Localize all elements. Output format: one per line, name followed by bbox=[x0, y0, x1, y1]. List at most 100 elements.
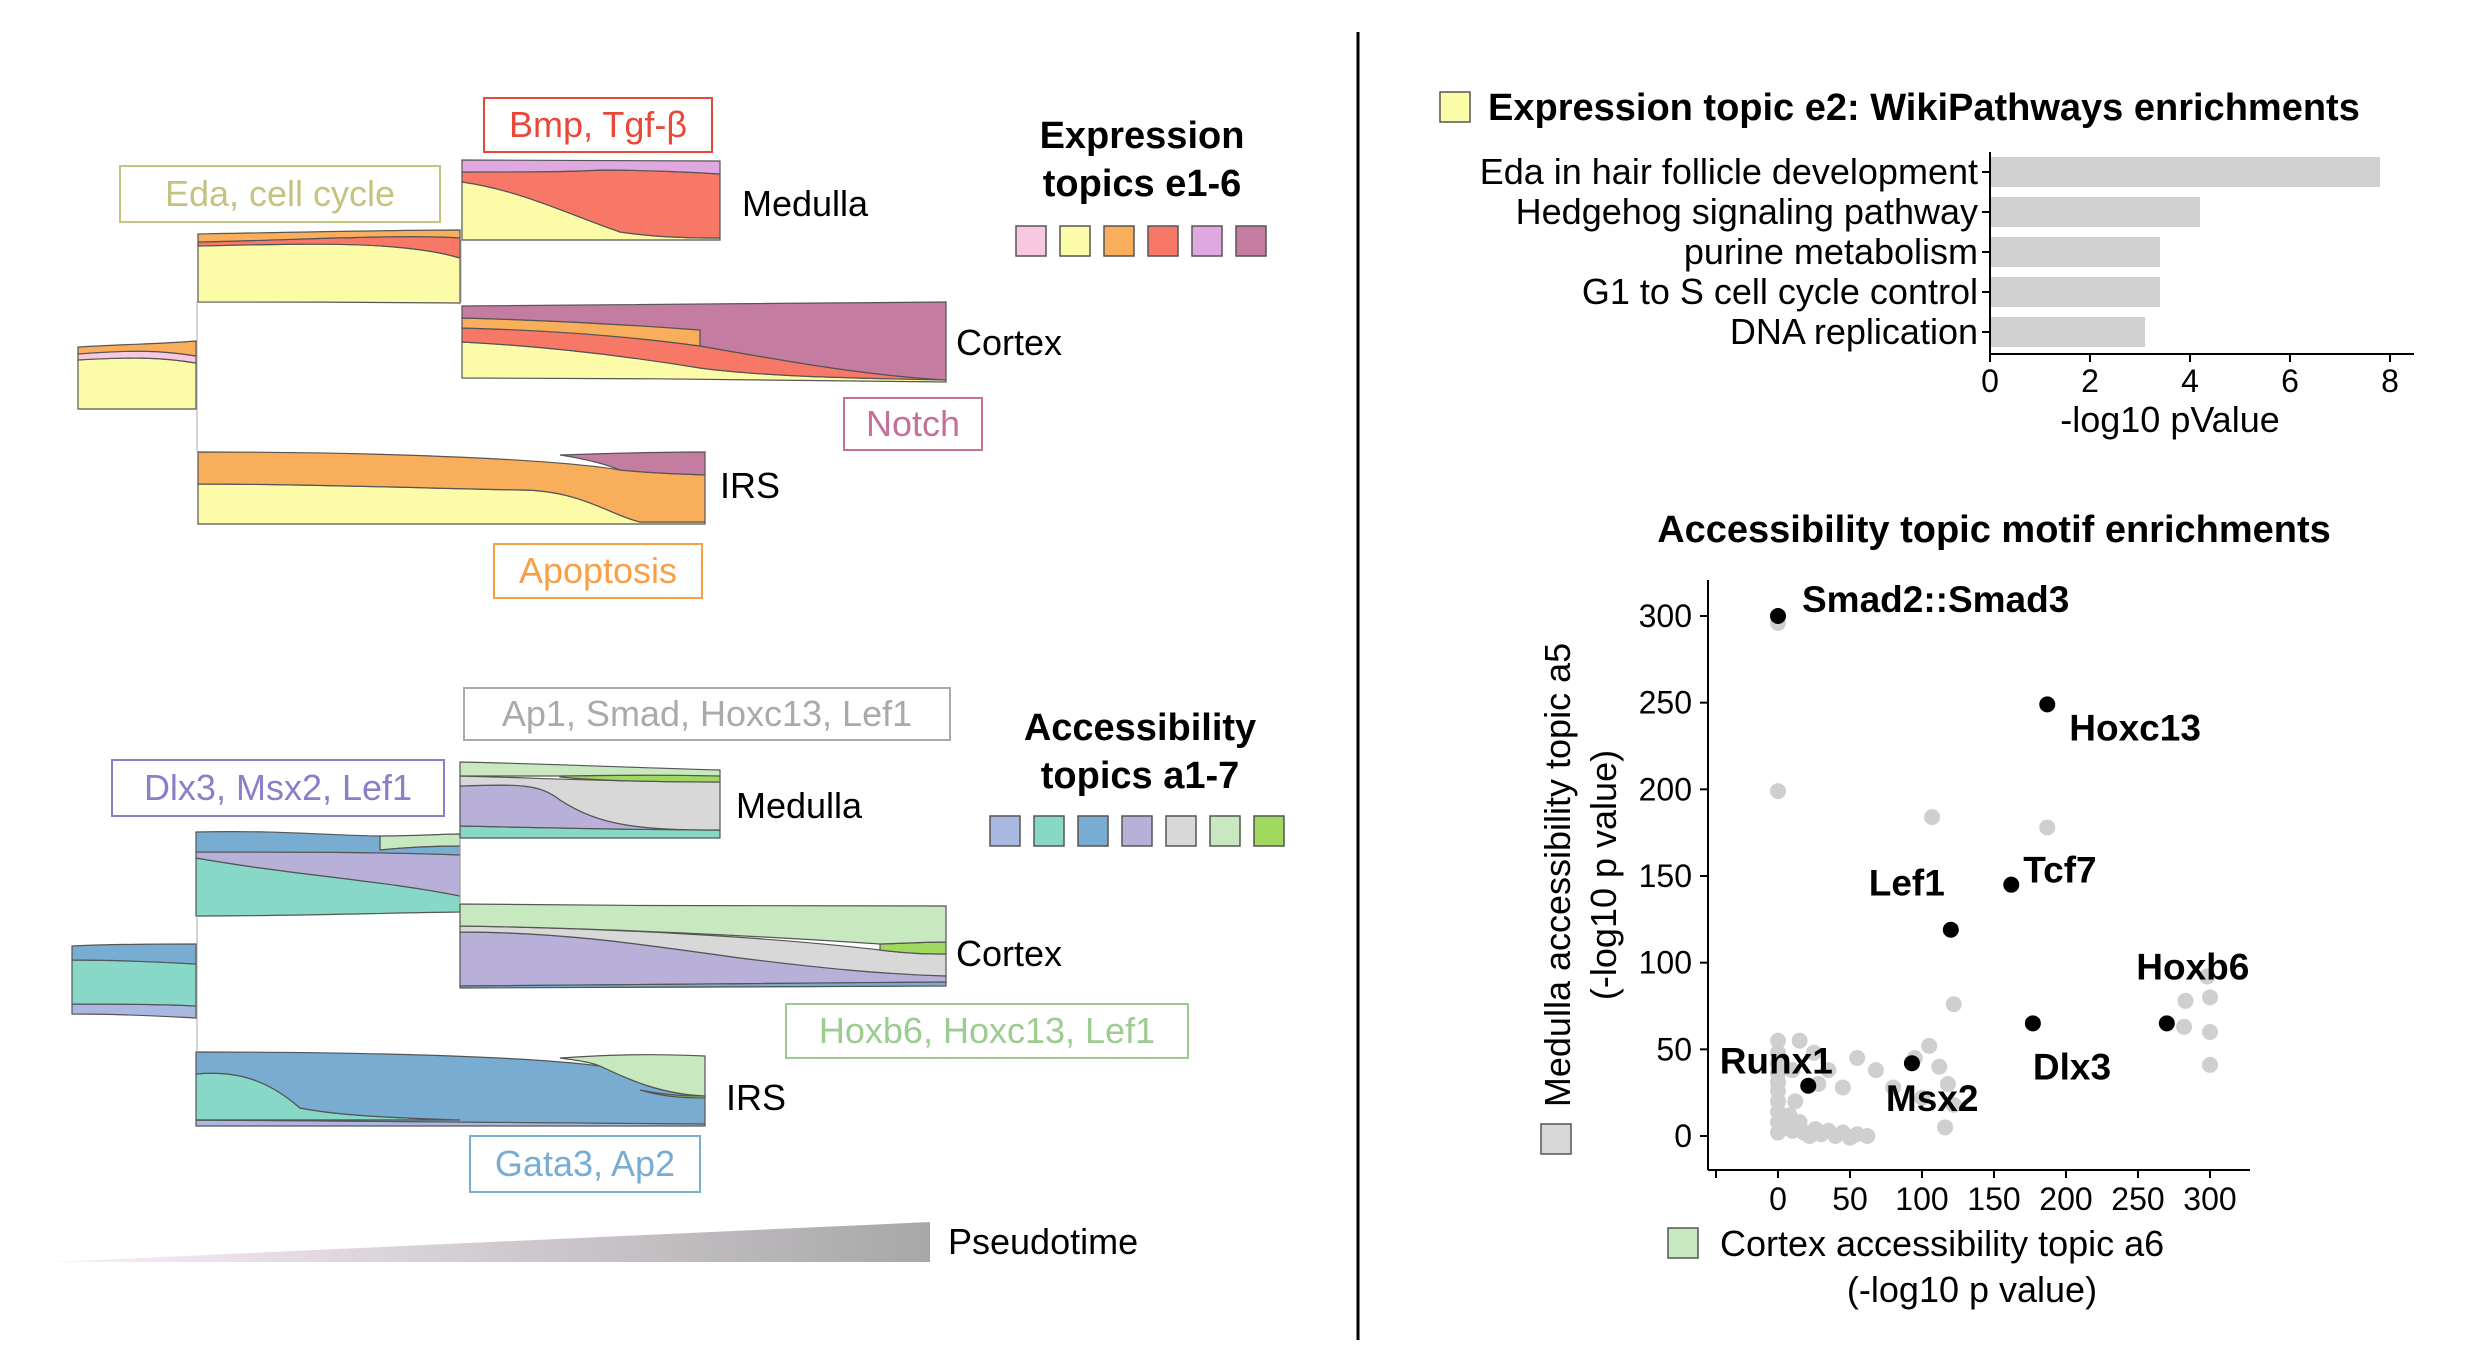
scatter-xtick-label: 300 bbox=[2183, 1181, 2236, 1217]
scatter-point bbox=[1867, 1062, 1884, 1079]
expr-swatches bbox=[1015, 225, 1267, 257]
scatter-nonsig-points bbox=[1770, 614, 2218, 1146]
bar-xtick-label: 2 bbox=[2081, 363, 2099, 399]
acc-root-stream bbox=[71, 943, 197, 1019]
scatter-point bbox=[1924, 809, 1941, 826]
bar-category-label: DNA replication bbox=[1730, 311, 1978, 352]
scatter-ylabel-line2: (-log10 p value) bbox=[1583, 750, 1624, 1000]
acc-title-line2: topics a1-7 bbox=[1041, 755, 1240, 797]
scatter-ytick-label: 200 bbox=[1639, 771, 1692, 807]
bar-1 bbox=[1990, 157, 2380, 187]
scatter-point bbox=[1937, 1119, 1954, 1136]
scatter-xlabel-swatch bbox=[1667, 1227, 1699, 1259]
scatter-xtick-label: 150 bbox=[1967, 1181, 2020, 1217]
acc-topic-swatch-4 bbox=[1121, 815, 1153, 847]
expr-title-line1: Expression bbox=[1040, 115, 1245, 157]
expr-label-medulla: Medulla bbox=[742, 183, 869, 224]
expr-topic-swatch-2 bbox=[1059, 225, 1091, 257]
scatter-point bbox=[1945, 1096, 1962, 1113]
scatter-point bbox=[1820, 1062, 1837, 1079]
expr-topic-swatch-6 bbox=[1235, 225, 1267, 257]
bar-x-ticks: 0 2 4 6 8 bbox=[1981, 354, 2399, 399]
scatter-point-label: Smad2::Smad3 bbox=[1802, 579, 2069, 620]
scatter-point bbox=[1770, 783, 1786, 800]
expr-annotation-notch: Notch bbox=[843, 397, 983, 451]
scatter-point bbox=[2202, 1056, 2218, 1073]
scatter-point-lef1 bbox=[1942, 921, 1959, 938]
acc-topic-swatch-5 bbox=[1165, 815, 1197, 847]
bar-chart: Expression topic e2: WikiPathways enrich… bbox=[1439, 87, 2414, 440]
acc-topic-swatch-1 bbox=[989, 815, 1021, 847]
acc-annotation-ap1-text: Ap1, Smad, Hoxc13, Lef1 bbox=[502, 693, 912, 734]
expr-topics-legend: Expression topics e1-6 bbox=[1015, 115, 1267, 257]
scatter-point-smad2-smad3 bbox=[1770, 608, 1786, 624]
scatter-point-label: Hoxb6 bbox=[2136, 946, 2249, 987]
acc-annotation-hoxb6-text: Hoxb6, Hoxc13, Lef1 bbox=[819, 1010, 1155, 1051]
acc-topic-swatch-3 bbox=[1077, 815, 1109, 847]
pseudotime-wedge: Pseudotime bbox=[52, 1221, 1138, 1262]
expr-topic-swatch-5 bbox=[1191, 225, 1223, 257]
acc-irs-stream bbox=[195, 1051, 706, 1127]
scatter-point bbox=[1834, 1079, 1851, 1096]
scatter-ylabel-swatch bbox=[1540, 1123, 1572, 1155]
acc-medulla-stream bbox=[459, 761, 721, 839]
expr-topic-swatch-4 bbox=[1147, 225, 1179, 257]
acc-annotation-dlx-text: Dlx3, Msx2, Lef1 bbox=[144, 767, 412, 808]
scatter-point bbox=[1791, 1032, 1808, 1049]
scatter-point bbox=[1921, 1037, 1938, 1054]
scatter-point bbox=[2199, 968, 2216, 985]
expr-annotation-apoptosis-text: Apoptosis bbox=[519, 550, 677, 591]
scatter-plot: Accessibility topic motif enrichments 0 5… bbox=[1537, 509, 2331, 1310]
accessibility-tree: Medulla Cortex IRS Dlx3, Msx2, Lef1 Ap1,… bbox=[71, 687, 1285, 1193]
scatter-y-ticks: 0 50 100 150 200 250 300 bbox=[1639, 598, 1708, 1154]
scatter-point-hoxb6 bbox=[2158, 1015, 2175, 1032]
bar-category-label: purine metabolism bbox=[1684, 231, 1978, 272]
scatter-point bbox=[2202, 1024, 2218, 1040]
acc-label-medulla: Medulla bbox=[736, 785, 863, 826]
bar-2 bbox=[1990, 197, 2200, 227]
bar-xtick-label: 4 bbox=[2181, 363, 2199, 399]
scatter-point bbox=[1806, 1044, 1822, 1061]
expr-annotation-eda: Eda, cell cycle bbox=[119, 165, 441, 223]
scatter-xtick-label: 50 bbox=[1832, 1181, 1868, 1217]
acc-topic-swatch-2 bbox=[1033, 815, 1065, 847]
acc-annotation-gata: Gata3, Ap2 bbox=[469, 1135, 701, 1193]
bar-category-label: Eda in hair follicle development bbox=[1480, 151, 1978, 192]
acc-annotation-ap1: Ap1, Smad, Hoxc13, Lef1 bbox=[463, 687, 951, 741]
scatter-point-label: Runx1 bbox=[1720, 1041, 1833, 1082]
scatter-point-dlx3 bbox=[2024, 1015, 2041, 1032]
expr-title-line2: topics e1-6 bbox=[1043, 163, 1242, 205]
scatter-ytick-label: 0 bbox=[1674, 1118, 1692, 1154]
acc-branch-1-stream bbox=[195, 830, 461, 917]
scatter-point bbox=[1945, 996, 1962, 1013]
scatter-point-tcf7 bbox=[2003, 876, 2020, 893]
bar-chart-title: Expression topic e2: WikiPathways enrich… bbox=[1488, 87, 2360, 129]
bar-category-label: Hedgehog signaling pathway bbox=[1516, 191, 1978, 232]
scatter-point bbox=[2039, 819, 2056, 836]
scatter-xtick-label: 200 bbox=[2039, 1181, 2092, 1217]
scatter-point-msx2 bbox=[1903, 1055, 1920, 1072]
acc-topics-legend: Accessibility topics a1-7 bbox=[989, 707, 1285, 847]
scatter-point bbox=[2176, 1018, 2193, 1035]
acc-cortex-stream bbox=[459, 903, 947, 989]
scatter-xtick-label: 0 bbox=[1769, 1181, 1787, 1217]
scatter-point bbox=[1849, 1050, 1866, 1066]
acc-topic-swatch-7 bbox=[1253, 815, 1285, 847]
scatter-point-label: Lef1 bbox=[1869, 863, 1945, 904]
scatter-ylabel-line1: Medulla accessibility topic a5 bbox=[1537, 643, 1578, 1107]
acc-topic-swatch-6 bbox=[1209, 815, 1241, 847]
expr-annotation-bmp-text: Bmp, Tgf-β bbox=[509, 104, 687, 145]
scatter-xlabel-line1: Cortex accessibility topic a6 bbox=[1720, 1223, 2164, 1264]
scatter-point-hoxc13 bbox=[2039, 696, 2056, 713]
expr-label-cortex: Cortex bbox=[956, 322, 1062, 363]
scatter-point bbox=[1939, 1076, 1956, 1092]
scatter-xtick-label: 100 bbox=[1895, 1181, 1948, 1217]
expr-cortex-stream bbox=[461, 301, 947, 383]
scatter-point-label: Dlx3 bbox=[2033, 1046, 2111, 1087]
bar-4 bbox=[1990, 277, 2160, 307]
expr-annotation-eda-text: Eda, cell cycle bbox=[165, 173, 395, 214]
expr-annotation-notch-text: Notch bbox=[866, 403, 960, 444]
scatter-point bbox=[2202, 989, 2218, 1006]
acc-label-irs: IRS bbox=[726, 1077, 786, 1118]
